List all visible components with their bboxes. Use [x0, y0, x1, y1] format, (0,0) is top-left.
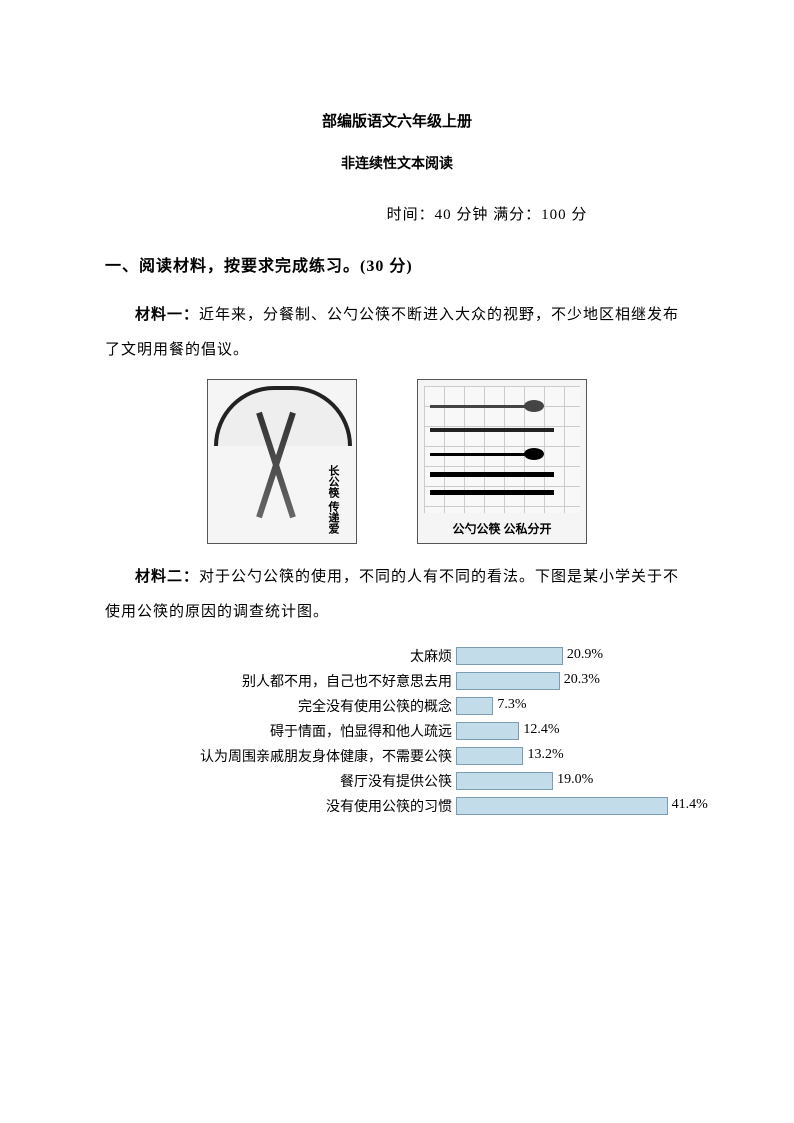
chart-label: 完全没有使用公筷的概念 [155, 696, 456, 716]
chart-row: 完全没有使用公筷的概念 7.3% [155, 693, 689, 718]
utensil-row [430, 468, 574, 480]
survey-chart: 太麻烦 20.9% 别人都不用，自己也不好意思去用 20.3% 完全没有使用公筷的概念 7… [155, 643, 689, 818]
chart-bar-area: 12.4% [456, 722, 689, 740]
chart-value: 12.4% [523, 722, 559, 738]
material-1-label: 材料一： [135, 307, 199, 323]
paragraph-material-2: 材料二：对于公勺公筷的使用，不同的人有不同的看法。下图是某小学关于不使用公筷的原… [105, 560, 689, 629]
chart-label: 餐厅没有提供公筷 [155, 771, 456, 791]
chart-value: 20.3% [564, 672, 600, 688]
utensil-row [430, 448, 574, 460]
chart-label: 没有使用公筷的习惯 [155, 796, 456, 816]
chart-bar [456, 797, 668, 815]
chart-row: 餐厅没有提供公筷 19.0% [155, 768, 689, 793]
utensil-row [430, 400, 574, 412]
chart-row: 碍于情面，怕显得和他人疏远 12.4% [155, 718, 689, 743]
chart-row: 认为周围亲戚朋友身体健康，不需要公筷 13.2% [155, 743, 689, 768]
chart-value: 7.3% [497, 697, 526, 713]
image-left-text-2: 传递爱 [327, 501, 338, 534]
chart-bar [456, 647, 563, 665]
chart-row: 太麻烦 20.9% [155, 643, 689, 668]
material-2-label: 材料二： [135, 569, 199, 585]
chart-label: 认为周围亲戚朋友身体健康，不需要公筷 [155, 746, 456, 766]
chart-bar-area: 13.2% [456, 747, 689, 765]
chopsticks-cross [248, 410, 298, 510]
utensil-row [430, 424, 574, 436]
images-row: 长公筷 传递爱 公勺公筷 公私分开 [105, 379, 689, 544]
utensil-row [430, 486, 574, 498]
chart-bar-area: 20.3% [456, 672, 689, 690]
chart-row: 别人都不用，自己也不好意思去用 20.3% [155, 668, 689, 693]
chart-value: 41.4% [672, 797, 708, 813]
chart-value: 19.0% [557, 772, 593, 788]
chart-label: 碍于情面，怕显得和他人疏远 [155, 721, 456, 741]
chart-bar [456, 772, 553, 790]
chart-label: 太麻烦 [155, 646, 456, 666]
image-chopsticks-plate: 长公筷 传递爱 [207, 379, 357, 544]
subtitle: 非连续性文本阅读 [105, 153, 689, 173]
chart-bar-area: 20.9% [456, 647, 689, 665]
chart-bar-area: 19.0% [456, 772, 689, 790]
chart-value: 13.2% [527, 747, 563, 763]
section-heading: 一、阅读材料，按要求完成练习。(30 分) [105, 252, 689, 276]
image-left-caption: 长公筷 传递爱 [325, 465, 338, 534]
chart-row: 没有使用公筷的习惯41.4% [155, 793, 689, 818]
paragraph-material-1: 材料一：近年来，分餐制、公勺公筷不断进入大众的视野，不少地区相继发布了文明用餐的… [105, 298, 689, 367]
chart-label: 别人都不用，自己也不好意思去用 [155, 671, 456, 691]
image-left-text-1: 长公筷 [327, 465, 338, 498]
exam-meta: 时间：40 分钟 满分：100 分 [105, 203, 689, 224]
chart-bar [456, 722, 519, 740]
main-title: 部编版语文六年级上册 [105, 110, 689, 131]
chart-bar [456, 697, 493, 715]
chart-bar-area: 7.3% [456, 697, 689, 715]
image-right-caption: 公勺公筷 公私分开 [418, 520, 586, 537]
image-utensils-grid: 公勺公筷 公私分开 [417, 379, 587, 544]
chart-value: 20.9% [567, 647, 603, 663]
chart-bar [456, 672, 560, 690]
chart-bar [456, 747, 523, 765]
chart-bar-area: 41.4% [456, 797, 689, 815]
